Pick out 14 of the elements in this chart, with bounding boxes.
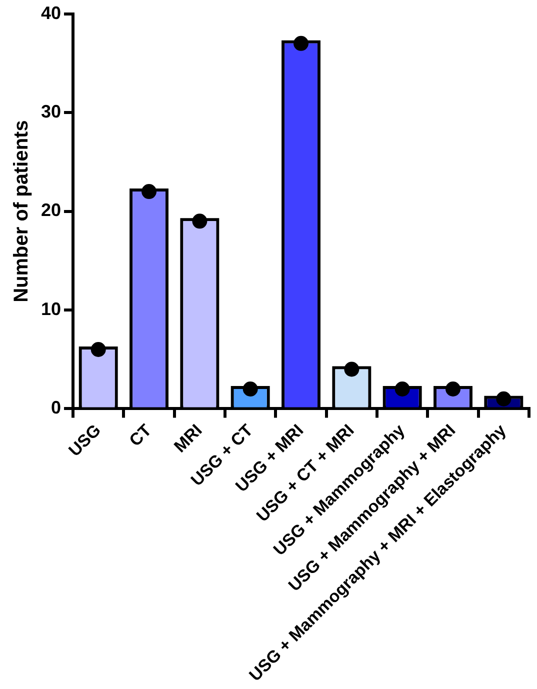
point [90,342,106,358]
y-tick-label: 20 [40,200,62,220]
y-tick-label: 10 [40,298,62,319]
x-tick-label: CT [126,420,156,450]
y-tick-label: 40 [40,2,62,23]
y-axis-title: Number of patients [10,120,33,302]
point [344,362,360,377]
point [142,184,157,200]
point [294,36,309,51]
point [496,391,512,406]
x-tick-label: MRI [170,420,206,456]
y-tick-label: 0 [51,398,62,418]
y-tick-label: 30 [40,102,62,122]
point [192,214,208,229]
